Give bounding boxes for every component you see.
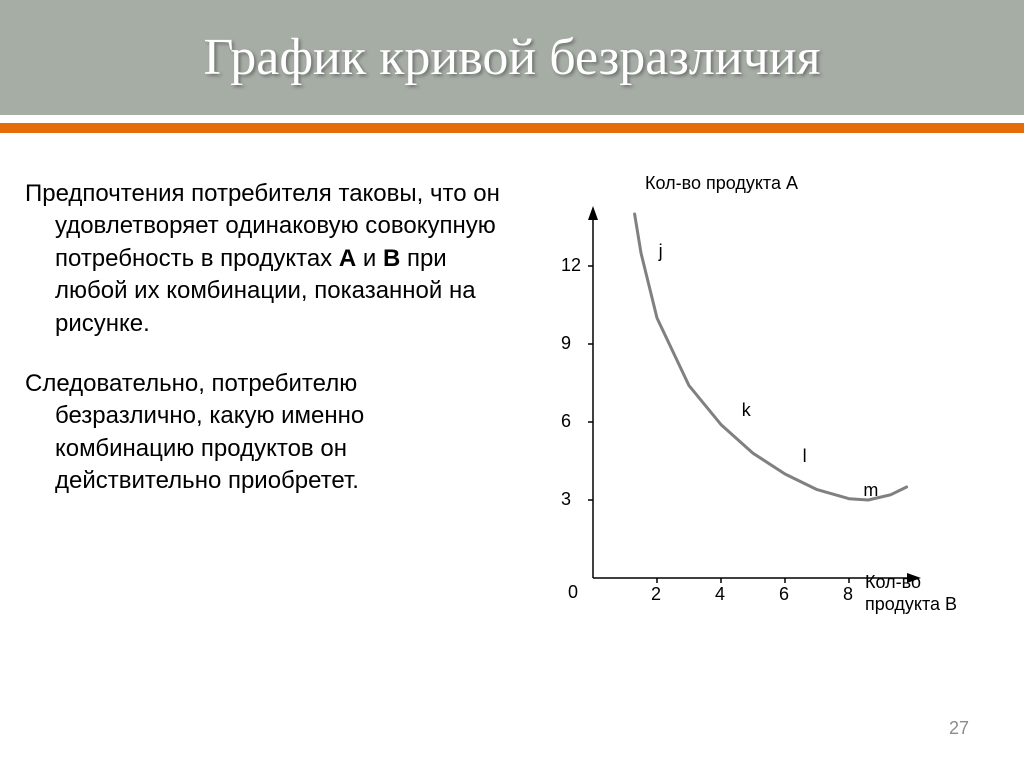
y-tick-3: 3: [561, 489, 571, 510]
paragraph-2: Следовательно, потребителю безразлично, …: [25, 368, 505, 498]
x-tick-2: 2: [651, 584, 661, 605]
point-label-k: k: [742, 400, 751, 421]
point-label-m: m: [863, 480, 878, 501]
point-label-j: j: [659, 241, 663, 262]
paragraph-1: Предпочтения потребителя таковы, что он …: [25, 178, 505, 340]
x-title-line1: Кол-во: [865, 572, 921, 592]
x-tick-6: 6: [779, 584, 789, 605]
p1-bold1: А: [339, 245, 356, 272]
p1-bold2: В: [383, 245, 400, 272]
x-tick-8: 8: [843, 584, 853, 605]
p1-mid: и: [356, 245, 383, 272]
point-label-l: l: [803, 446, 807, 467]
chart-column: Кол-во продукта А Кол-во продукта В 3691…: [515, 178, 999, 526]
accent-divider: [0, 123, 1024, 133]
x-axis-title: Кол-во продукта В: [865, 572, 957, 615]
y-tick-12: 12: [561, 255, 581, 276]
y-tick-6: 6: [561, 411, 571, 432]
text-column: Предпочтения потребителя таковы, что он …: [25, 178, 505, 526]
y-tick-9: 9: [561, 333, 571, 354]
origin-label: 0: [568, 582, 578, 603]
x-tick-4: 4: [715, 584, 725, 605]
page-number: 27: [949, 718, 969, 739]
x-title-line2: продукта В: [865, 594, 957, 614]
slide: График кривой безразличия Предпочтения п…: [0, 0, 1024, 767]
content-area: Предпочтения потребителя таковы, что он …: [0, 133, 1024, 526]
slide-title: График кривой безразличия: [203, 28, 820, 87]
title-bar: График кривой безразличия: [0, 0, 1024, 115]
